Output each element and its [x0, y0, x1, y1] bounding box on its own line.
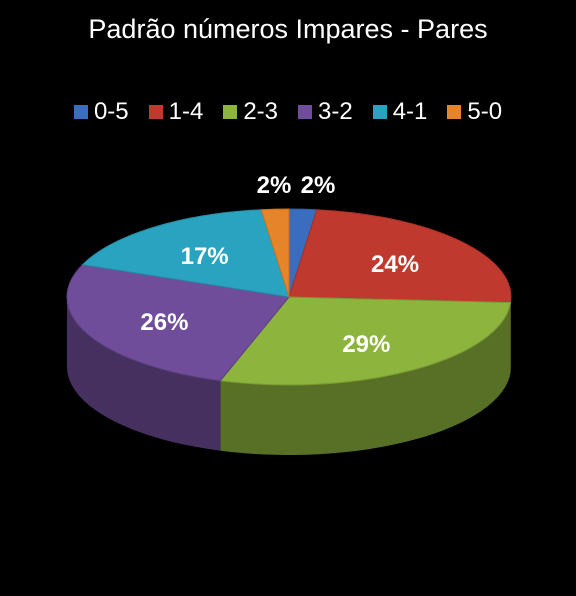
- legend-label: 2-3: [243, 98, 278, 125]
- legend-swatch: [223, 105, 238, 119]
- legend: 0-5 1-4 2-3 3-2 4-1 5-0: [0, 98, 576, 126]
- pie-slice-2-3: [219, 296, 512, 386]
- pie-slice-5-0: [260, 208, 290, 298]
- pie-slice-side-2-3: [220, 302, 511, 455]
- legend-item: 0-5: [73, 98, 129, 126]
- data-label: 2%: [301, 172, 336, 199]
- chart-title: Padrão números Impares - Pares: [88, 14, 488, 44]
- pie-slice-4-1: [81, 209, 290, 298]
- data-label: 24%: [371, 251, 419, 278]
- legend-swatch: [372, 105, 387, 119]
- legend-label: 3-2: [318, 98, 353, 125]
- legend-swatch: [298, 105, 312, 119]
- legend-label: 0-5: [93, 98, 129, 125]
- legend-item: 1-4: [148, 98, 204, 126]
- data-label: 26%: [140, 309, 188, 336]
- pie-tops: [66, 208, 512, 386]
- pie-slice-1-4: [288, 209, 512, 304]
- legend-label: 1-4: [168, 98, 204, 125]
- legend-item: 3-2: [298, 98, 353, 126]
- legend-item: 2-3: [223, 98, 278, 126]
- legend-swatch: [447, 105, 462, 119]
- legend-swatch: [148, 105, 163, 119]
- data-label: 2%: [257, 172, 292, 199]
- pie-slice-3-2: [66, 264, 290, 382]
- pie-labels: 2% 24% 29% 26% 17% 2%: [140, 172, 419, 358]
- legend-label: 5-0: [467, 98, 503, 125]
- data-label: 17%: [181, 243, 229, 270]
- pie-slice-side-3-2: [67, 297, 221, 451]
- legend-swatch: [73, 105, 88, 119]
- legend-item: 4-1: [372, 98, 428, 126]
- pie-sides: [67, 297, 511, 455]
- legend-item: 5-0: [447, 98, 502, 126]
- legend-label: 4-1: [392, 98, 428, 125]
- data-label: 29%: [342, 331, 390, 358]
